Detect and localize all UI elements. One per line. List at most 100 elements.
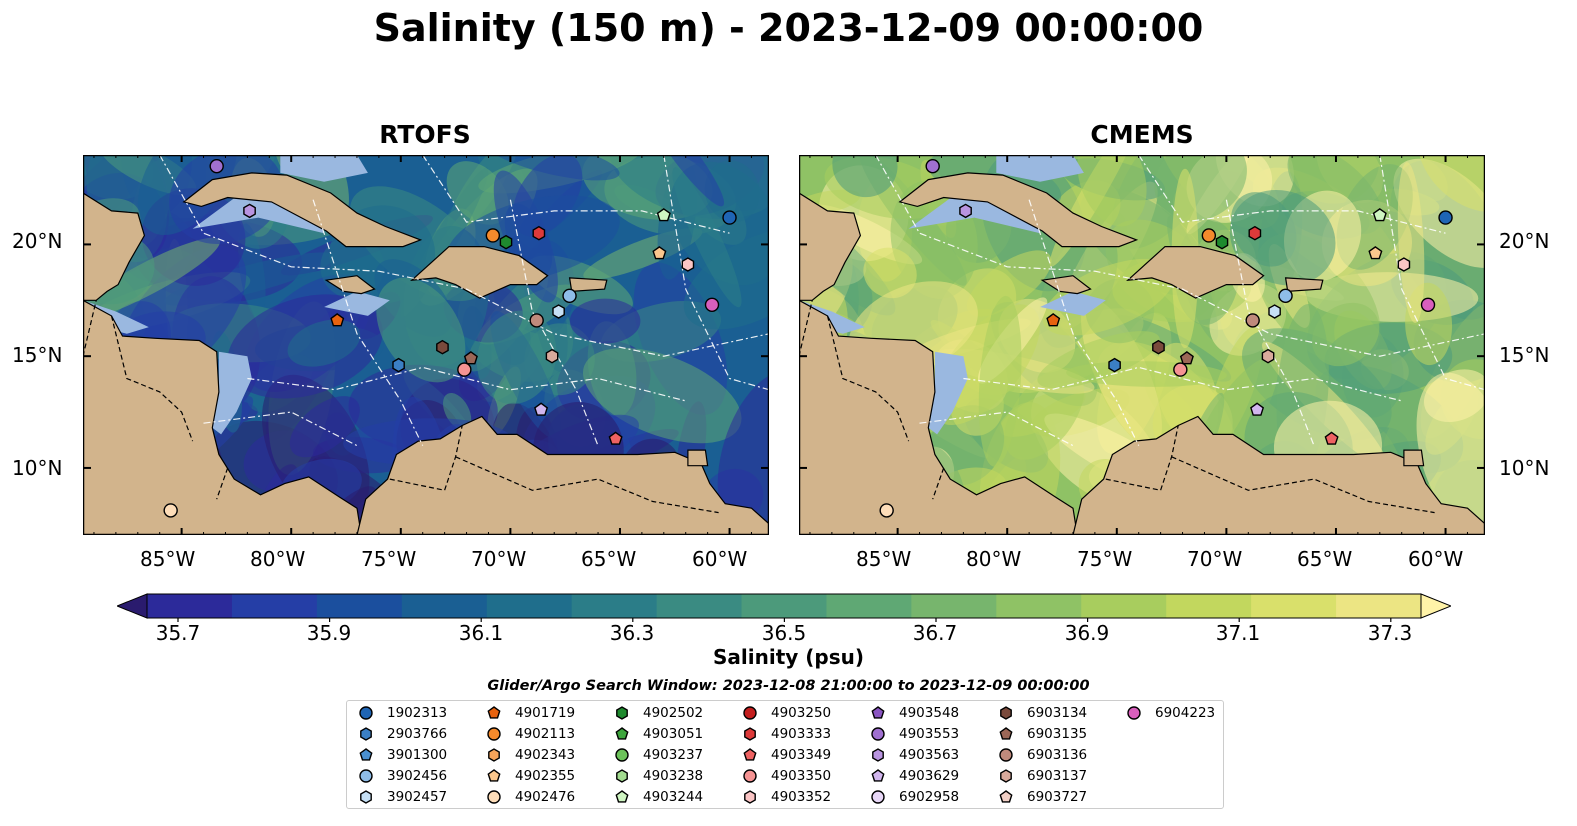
float-marker-4902113 bbox=[485, 228, 501, 243]
country-border bbox=[216, 467, 229, 500]
float-marker-6903136 bbox=[1245, 313, 1260, 328]
float-marker-1902313 bbox=[722, 210, 737, 225]
salinity-eddy bbox=[672, 167, 742, 308]
legend-item: 4903238 bbox=[611, 766, 703, 786]
legend-marker-shape bbox=[488, 748, 500, 762]
salinity-eddy bbox=[832, 155, 898, 198]
eez-boundary bbox=[875, 155, 1485, 357]
legend-marker-shape bbox=[871, 727, 885, 741]
legend-label: 6903136 bbox=[1027, 747, 1088, 763]
legend-item: 1902313 bbox=[355, 703, 447, 723]
colorbar-bin bbox=[911, 594, 997, 618]
float-marker-3902456 bbox=[562, 288, 577, 304]
float-marker-4903629 bbox=[534, 402, 549, 416]
legend-label: 4903051 bbox=[643, 726, 704, 742]
legend-item: 4903237 bbox=[611, 745, 703, 765]
float-marker-6903136 bbox=[529, 313, 544, 328]
float-marker-4902502 bbox=[499, 234, 513, 250]
colorbar-tick-label: 35.9 bbox=[306, 621, 352, 645]
colorbar-tick-label: 36.3 bbox=[609, 621, 655, 645]
legend-marker-shape bbox=[743, 706, 757, 720]
legend-label: 3902457 bbox=[387, 789, 448, 805]
legend-marker-hexagon bbox=[1000, 769, 1012, 783]
colorbar-bin bbox=[316, 594, 403, 618]
lon-tick-label: 75°W bbox=[361, 547, 417, 571]
float-marker-4903352 bbox=[681, 257, 695, 272]
colorbar-bin bbox=[656, 594, 743, 618]
land bbox=[1072, 415, 1485, 535]
legend-marker-shape bbox=[487, 727, 501, 741]
lat-tick-label: 20°N bbox=[1499, 229, 1550, 253]
legend-item: 2903766 bbox=[355, 724, 447, 744]
panel-title-rtofs: RTOFS bbox=[379, 120, 471, 149]
lon-tick-label: 70°W bbox=[1187, 547, 1243, 571]
colorbar-bin bbox=[571, 594, 658, 618]
legend-marker-pentagon bbox=[487, 769, 501, 782]
land bbox=[898, 172, 1139, 248]
colorbar-tick-label: 36.5 bbox=[761, 621, 807, 645]
country-border bbox=[389, 425, 463, 491]
colorbar-bin bbox=[1081, 594, 1167, 618]
legend-marker-shape bbox=[999, 790, 1013, 803]
legend-item: 4902502 bbox=[611, 703, 703, 723]
lat-tick-label: 15°N bbox=[1499, 343, 1550, 367]
country-border bbox=[799, 300, 813, 357]
eez-boundary bbox=[1379, 155, 1485, 391]
legend-marker-shape bbox=[359, 706, 373, 720]
legend-item: 6903727 bbox=[995, 787, 1087, 807]
legend-marker-shape bbox=[487, 769, 501, 782]
salinity-eddy bbox=[1417, 155, 1485, 213]
legend-item: 6903136 bbox=[995, 745, 1087, 765]
legend-marker-pentagon bbox=[615, 727, 629, 740]
salinity-eddy bbox=[1416, 372, 1485, 534]
salinity-eddy bbox=[1312, 302, 1380, 367]
lon-tick-label: 65°W bbox=[1297, 547, 1353, 571]
legend-marker-shape bbox=[743, 748, 757, 761]
legend-item: 6903137 bbox=[995, 766, 1087, 786]
float-marker-4903629 bbox=[1250, 402, 1265, 416]
legend-marker-hexagon bbox=[744, 790, 756, 804]
legend-marker-shape bbox=[871, 790, 885, 804]
legend-item: 4903352 bbox=[739, 787, 831, 807]
colorbar-bin bbox=[1251, 594, 1337, 618]
legend-marker-pentagon bbox=[743, 748, 757, 761]
legend-marker-hexagon bbox=[744, 727, 756, 741]
legend-item: 4902113 bbox=[483, 724, 575, 744]
legend-marker-shape bbox=[744, 790, 756, 804]
lat-tick-label: 15°N bbox=[12, 343, 63, 367]
lon-tick-label: 80°W bbox=[966, 547, 1022, 571]
land bbox=[1284, 277, 1324, 293]
legend-item: 4903350 bbox=[739, 766, 831, 786]
legend-marker-circle bbox=[999, 748, 1013, 762]
legend-marker-shape bbox=[871, 706, 885, 719]
legend-label: 4903250 bbox=[771, 705, 832, 721]
colorbar-bin bbox=[486, 594, 573, 618]
eez-boundary bbox=[312, 199, 424, 446]
land bbox=[1126, 246, 1265, 299]
eez-boundary bbox=[159, 155, 769, 357]
legend-label: 4903244 bbox=[643, 789, 704, 805]
salinity-eddy bbox=[1077, 155, 1147, 227]
colorbar-extend-high bbox=[1420, 593, 1451, 619]
legend-label: 4903629 bbox=[899, 768, 960, 784]
float-marker-4903563 bbox=[243, 203, 256, 219]
legend-item: 6903134 bbox=[995, 703, 1087, 723]
float-marker-2903766 bbox=[392, 357, 405, 373]
legend-item: 4903349 bbox=[739, 745, 831, 765]
salinity-eddy bbox=[289, 396, 360, 458]
lat-tick-label: 10°N bbox=[12, 456, 63, 480]
eez-boundary bbox=[919, 411, 1074, 447]
colorbar-tick-label: 36.9 bbox=[1064, 621, 1110, 645]
lon-tick-label: 60°W bbox=[692, 547, 748, 571]
legend-marker-shape bbox=[487, 790, 501, 804]
map-frame bbox=[83, 155, 769, 535]
legend-marker-hexagon bbox=[616, 769, 628, 783]
land bbox=[1040, 275, 1092, 295]
legend-item: 4902476 bbox=[483, 787, 575, 807]
country-border bbox=[932, 467, 945, 500]
legend-marker-shape bbox=[359, 769, 373, 783]
legend-marker-circle bbox=[487, 790, 501, 804]
legend-label: 4903349 bbox=[771, 747, 832, 763]
float-marker-4903244 bbox=[1372, 208, 1387, 222]
legend-item: 4903563 bbox=[867, 745, 959, 765]
